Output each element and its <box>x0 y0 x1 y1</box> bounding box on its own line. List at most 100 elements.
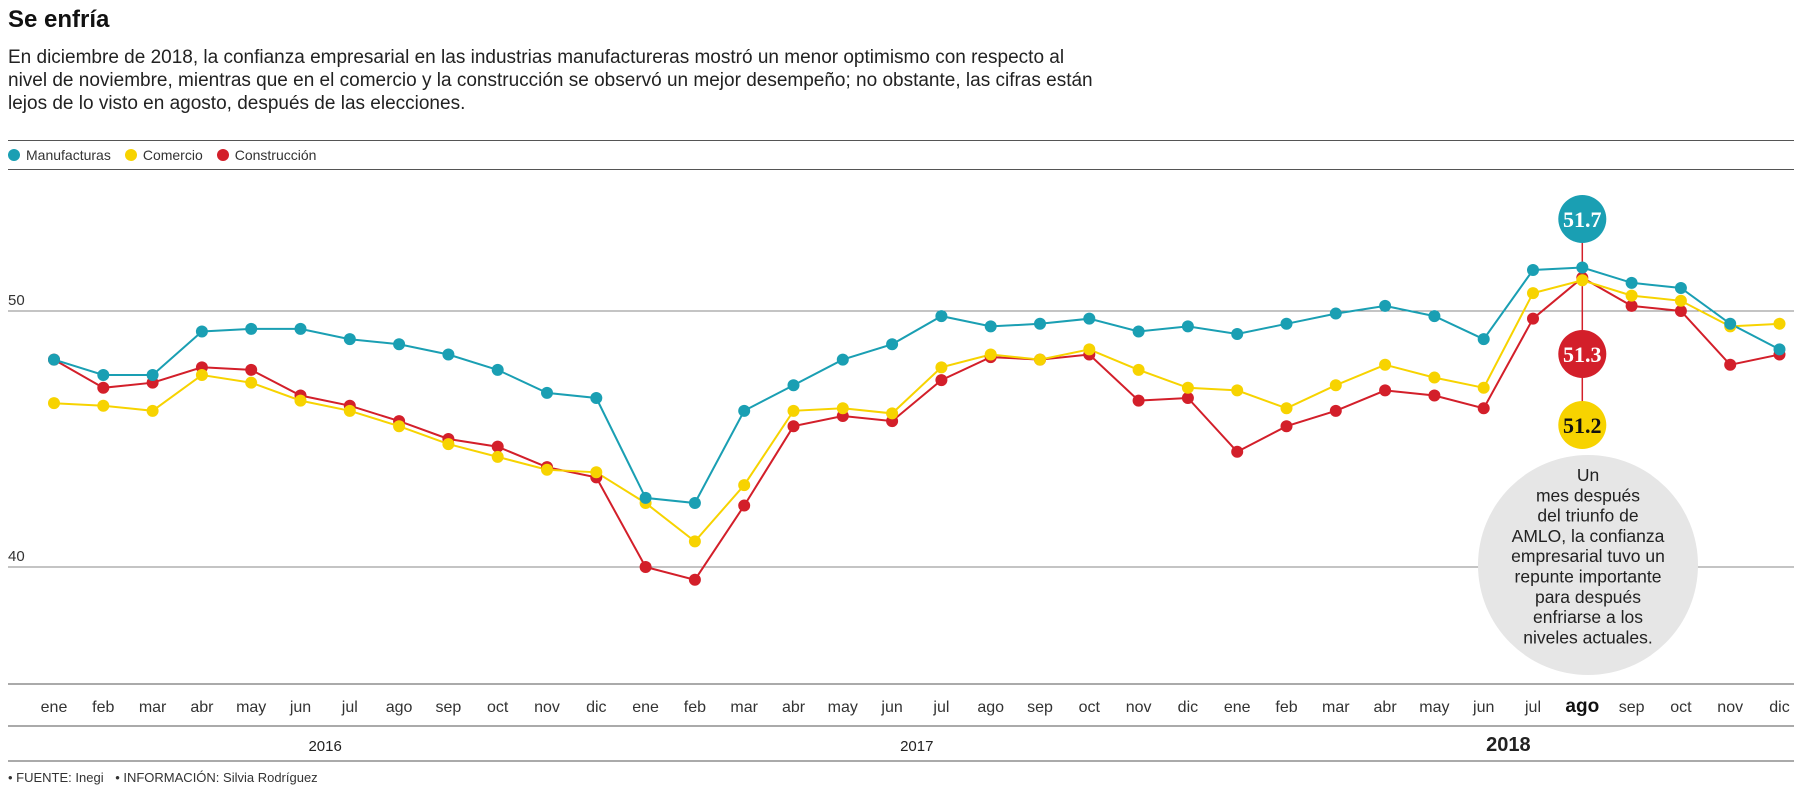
data-point <box>1576 274 1589 287</box>
data-point <box>1034 353 1046 366</box>
x-tick-label: jul <box>932 699 949 716</box>
data-point <box>1625 299 1638 312</box>
data-point <box>1132 394 1145 407</box>
data-point <box>195 325 208 338</box>
data-point <box>886 407 899 420</box>
data-point <box>1132 325 1145 338</box>
data-point <box>639 561 652 573</box>
data-point <box>1773 343 1786 356</box>
data-point <box>984 320 997 333</box>
data-point <box>442 438 455 451</box>
data-point <box>1527 312 1539 325</box>
data-point <box>48 397 60 410</box>
chart-title: Se enfría <box>8 6 110 33</box>
data-point <box>195 369 208 381</box>
data-point <box>245 376 258 389</box>
series-line <box>53 276 1780 581</box>
data-point <box>1674 305 1687 317</box>
x-tick-label: jun <box>289 699 311 716</box>
data-point <box>1428 371 1441 384</box>
footer: • FUENTE: Inegi • INFORMACIÓN: Silvia Ro… <box>8 770 326 785</box>
legend: Manufacturas Comercio Construcción <box>8 144 330 166</box>
x-tick-label: may <box>1419 699 1449 716</box>
source-text: • FUENTE: Inegi <box>8 770 104 785</box>
data-point <box>935 361 948 374</box>
x-tick-label: feb <box>1275 699 1297 716</box>
y-tick-label: 40 <box>8 548 25 565</box>
data-point <box>1329 379 1342 392</box>
data-point <box>1477 333 1490 346</box>
year-label: 2016 <box>308 738 341 755</box>
x-tick-label: jun <box>1472 699 1494 716</box>
data-point <box>1625 289 1638 302</box>
data-point <box>935 310 948 323</box>
x-tick-label: feb <box>684 699 706 716</box>
legend-dot <box>8 149 20 161</box>
value-badge-label: 51.2 <box>1563 413 1602 438</box>
data-point <box>787 420 800 433</box>
annotation-bubble <box>1478 455 1698 675</box>
data-point <box>1527 287 1539 300</box>
data-point <box>1231 384 1244 397</box>
x-tick-label: feb <box>92 699 114 716</box>
legend-item-construccion: Construcción <box>216 147 316 163</box>
data-point <box>48 353 60 366</box>
data-point <box>836 353 849 366</box>
data-point <box>541 463 553 476</box>
value-badge-label: 51.3 <box>1563 342 1602 367</box>
x-tick-label: jun <box>880 699 902 716</box>
data-point <box>1773 317 1786 330</box>
data-point <box>984 348 997 361</box>
data-point <box>491 363 504 376</box>
data-point <box>97 399 110 412</box>
data-point <box>97 369 110 381</box>
data-point <box>1477 381 1490 394</box>
data-point <box>1379 358 1392 371</box>
data-point <box>1724 317 1737 330</box>
data-point <box>1181 392 1194 405</box>
x-tick-label: dic <box>1769 699 1789 716</box>
x-tick-label: ago <box>386 699 413 716</box>
x-tick-label: nov <box>534 699 560 716</box>
data-point <box>886 338 899 351</box>
x-tick-label: abr <box>782 699 806 716</box>
x-tick-label: nov <box>1126 699 1152 716</box>
x-tick-label: may <box>828 699 858 716</box>
data-point <box>442 348 455 361</box>
x-tick-label: ago <box>1565 696 1599 717</box>
legend-label: Manufacturas <box>26 147 111 163</box>
x-tick-label: oct <box>487 699 509 716</box>
data-point <box>1379 299 1392 312</box>
data-point <box>1034 317 1046 330</box>
legend-item-manufacturas: Manufacturas <box>8 147 111 163</box>
value-badge-label: 51.7 <box>1563 207 1602 232</box>
data-point <box>1576 261 1589 274</box>
data-point <box>1625 276 1638 289</box>
data-point <box>1181 381 1194 394</box>
data-point <box>1231 328 1244 341</box>
top-rule <box>8 140 1794 141</box>
chart-subtitle: En diciembre de 2018, la confianza empre… <box>8 47 1093 114</box>
data-point <box>1280 317 1293 330</box>
y-tick-label: 50 <box>8 292 25 309</box>
data-point <box>590 392 603 405</box>
annotation-note: Un mes después del triunfo de AMLO, la conf… <box>1511 465 1665 647</box>
x-tick-label: jul <box>341 699 358 716</box>
x-tick-label: ene <box>632 699 659 716</box>
x-tick-label: dic <box>586 699 606 716</box>
legend-dot <box>124 149 137 161</box>
data-point <box>245 363 258 376</box>
x-tick-label: mar <box>1322 699 1350 716</box>
data-point <box>688 535 701 548</box>
data-point <box>146 369 159 381</box>
data-point <box>393 420 406 433</box>
data-point <box>1181 320 1194 333</box>
x-tick-label: oct <box>1079 699 1101 716</box>
legend-rule <box>8 169 1794 170</box>
data-point <box>1428 310 1441 323</box>
x-tick-label: mar <box>730 699 758 716</box>
info-text: • INFORMACIÓN: Silvia Rodríguez <box>115 770 318 785</box>
data-point <box>294 394 307 407</box>
value-badge <box>1558 195 1607 243</box>
